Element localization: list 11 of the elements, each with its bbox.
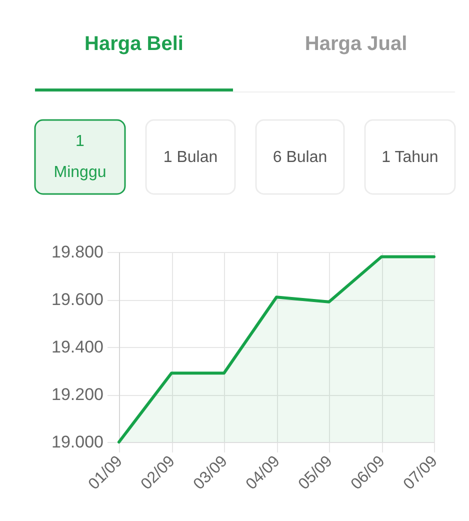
text: 1 Tahun — [382, 149, 438, 166]
text: Harga Jual — [304, 33, 408, 55]
text: 1 Bulan — [163, 149, 218, 166]
text: 1 Minggu — [54, 133, 106, 181]
y-tick-label: 19.400 — [52, 338, 104, 356]
y-tick-label: 19.800 — [52, 242, 104, 262]
text: 6 Bulan — [272, 149, 328, 166]
y-tick-label: 19.000 — [52, 432, 104, 452]
y-tick-label: 19.200 — [52, 385, 104, 404]
text: Harga Beli — [84, 33, 184, 55]
y-tick-label: 19.600 — [52, 290, 104, 309]
